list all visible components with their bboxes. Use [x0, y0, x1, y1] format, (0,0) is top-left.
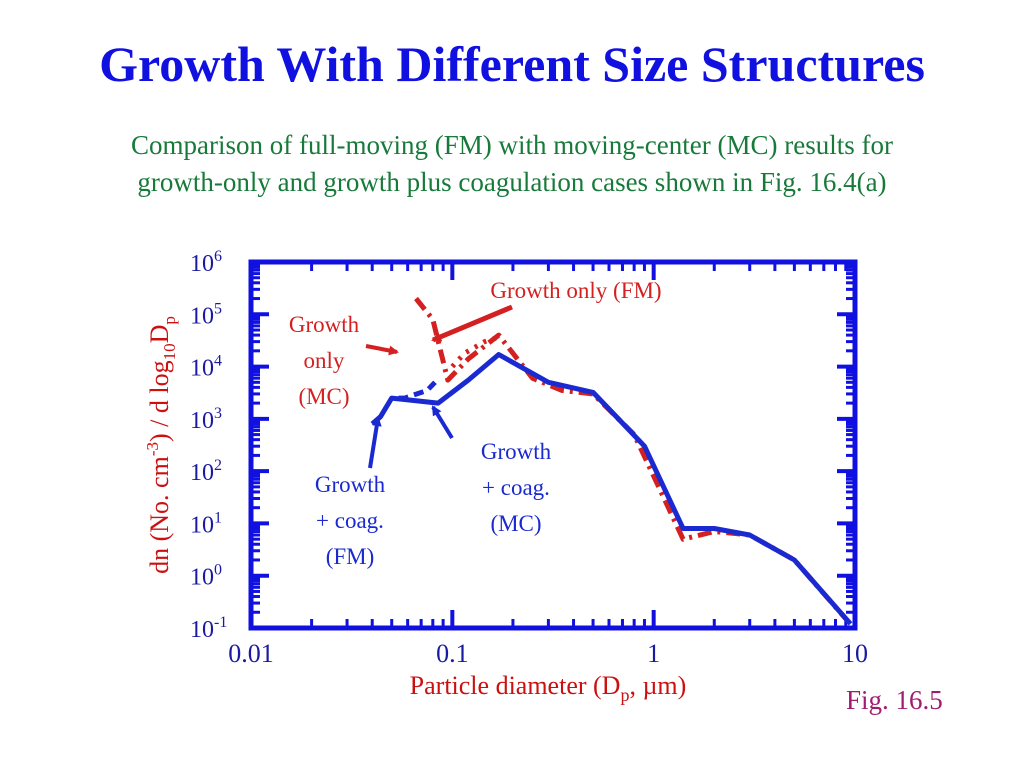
arrow-growth-coag-mc [433, 407, 452, 438]
y-tick-label: 104 [190, 353, 222, 382]
ylabel-part-2: ) / d log [145, 360, 174, 442]
y-tick-label: 101 [190, 509, 222, 538]
x-tick-label: 0.01 [228, 639, 274, 668]
annotation-growth-only-mc: Growth only (MC) [289, 312, 360, 409]
x-axis-title: Particle diameter (Dp, µm) [410, 671, 687, 705]
ylabel-subscript-2: p [160, 316, 179, 325]
y-tick-label: 10-1 [190, 614, 227, 643]
svg-text:dn (No. cm-3) / d log10Dp: dn (No. cm-3) / d log10Dp [143, 316, 179, 574]
x-tick-label: 10 [842, 639, 868, 668]
ylabel-part-1: dn (No. cm [145, 456, 174, 574]
annotation-line: Growth [481, 439, 552, 464]
y-tick-label: 103 [190, 405, 222, 434]
annotation-growth-coag-fm: Growth + coag. (FM) [315, 472, 386, 569]
annotation-line: (MC) [298, 384, 349, 409]
xlabel-main: Particle diameter (D [410, 671, 621, 700]
y-tick-label: 105 [190, 300, 222, 329]
x-tick-label: 0.1 [436, 639, 469, 668]
y-axis-title: dn (No. cm-3) / d log10Dp [143, 316, 179, 574]
ylabel-superscript: -3 [143, 442, 162, 456]
series-line-dotted [452, 336, 501, 366]
xlabel-subscript: p [620, 685, 629, 705]
annotation-line: + coag. [316, 508, 384, 533]
annotation-line: (MC) [490, 511, 541, 536]
y-tick-label: 106 [190, 248, 222, 277]
annotation-line: only [304, 348, 345, 373]
series-layer [372, 299, 850, 624]
annotation-growth-coag-mc: Growth + coag. (MC) [481, 439, 552, 536]
ylabel-part-3: D [145, 325, 174, 344]
annotation-line: + coag. [482, 475, 550, 500]
xlabel-tail: , µm) [629, 671, 686, 700]
series-line-solid [372, 355, 850, 624]
figure-label: Fig. 16.5 [846, 685, 943, 716]
arrow-growth-only-mc [366, 346, 397, 352]
ylabel-subscript-1: 10 [160, 343, 179, 360]
annotation-line: (FM) [326, 544, 375, 569]
annotation-growth-only-fm: Growth only (FM) [490, 278, 661, 303]
y-tick-label: 100 [190, 562, 222, 591]
y-tick-label: 102 [190, 457, 222, 486]
x-tick-label: 1 [647, 639, 660, 668]
annotation-line: Growth [315, 472, 386, 497]
annotation-line: Growth [289, 312, 360, 337]
series-line-dashed [399, 382, 436, 398]
